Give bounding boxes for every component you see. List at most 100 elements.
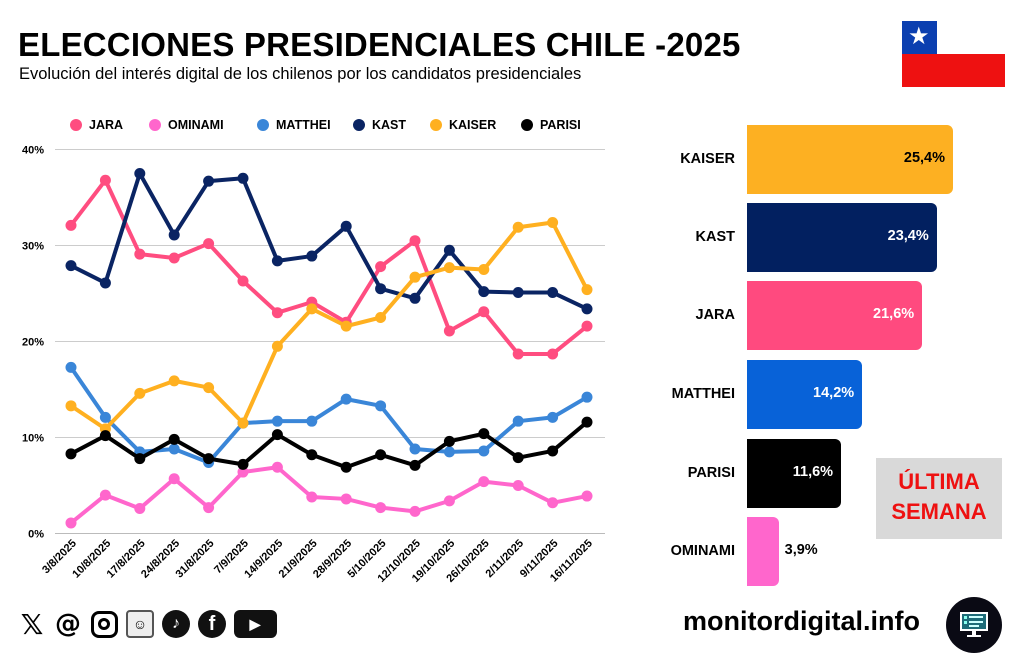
data-point-kast bbox=[203, 175, 215, 187]
reddit-icon[interactable]: ☺ bbox=[125, 609, 155, 639]
data-point-parisi bbox=[99, 430, 111, 442]
instagram-icon[interactable] bbox=[89, 609, 119, 639]
data-point-jara bbox=[168, 252, 180, 264]
data-point-parisi bbox=[65, 448, 77, 460]
data-point-kast bbox=[547, 287, 559, 299]
data-point-matthei bbox=[512, 415, 524, 427]
youtube-icon[interactable]: ▶ bbox=[233, 609, 277, 639]
tiktok-icon[interactable]: ♪ bbox=[161, 609, 191, 639]
legend-label: KAST bbox=[372, 118, 407, 132]
data-point-kast bbox=[409, 292, 421, 304]
data-point-ominami bbox=[168, 473, 180, 485]
data-point-matthei bbox=[271, 415, 283, 427]
facebook-icon[interactable]: f bbox=[197, 609, 227, 639]
data-point-kast bbox=[65, 260, 77, 272]
data-point-kast bbox=[581, 303, 593, 315]
data-point-kaiser bbox=[409, 271, 421, 283]
data-point-ominami bbox=[409, 505, 421, 517]
data-point-kaiser bbox=[340, 320, 352, 332]
bar-value-label: 21,6% bbox=[873, 306, 915, 322]
data-point-ominami bbox=[375, 502, 387, 514]
data-point-jara bbox=[581, 320, 593, 332]
data-point-kaiser bbox=[443, 262, 455, 274]
data-point-ominami bbox=[203, 502, 215, 514]
bar-jara bbox=[747, 281, 923, 350]
data-point-kast bbox=[478, 286, 490, 298]
data-point-ominami bbox=[134, 503, 146, 515]
threads-icon[interactable]: @ bbox=[55, 609, 81, 639]
data-point-ominami bbox=[99, 489, 111, 501]
data-point-parisi bbox=[547, 445, 559, 457]
y-tick-label: 40% bbox=[22, 145, 44, 157]
bar-label-jara: JARA bbox=[695, 307, 735, 323]
data-point-parisi bbox=[203, 453, 215, 465]
last-week-badge: ÚLTIMA SEMANA bbox=[876, 458, 1002, 539]
data-point-parisi bbox=[478, 428, 490, 440]
data-point-jara bbox=[547, 348, 559, 360]
data-point-parisi bbox=[443, 435, 455, 447]
legend-marker bbox=[521, 119, 533, 131]
data-point-ominami bbox=[340, 493, 352, 505]
star-icon: ★ bbox=[908, 23, 930, 50]
data-point-kast bbox=[375, 283, 387, 295]
legend-marker bbox=[149, 119, 161, 131]
data-point-jara bbox=[203, 238, 215, 250]
y-tick-label: 30% bbox=[22, 241, 44, 253]
data-point-ominami bbox=[237, 466, 249, 478]
legend-item-jara: JARA bbox=[70, 118, 123, 132]
bar-value-label: 3,9% bbox=[784, 542, 818, 558]
data-point-parisi bbox=[512, 452, 524, 464]
data-point-kast bbox=[512, 287, 524, 299]
data-point-kaiser bbox=[547, 216, 559, 228]
legend-label: MATTHEI bbox=[276, 118, 331, 132]
series-line-ominami bbox=[69, 465, 588, 525]
data-point-matthei bbox=[306, 415, 318, 427]
legend-marker bbox=[257, 119, 269, 131]
legend-label: JARA bbox=[89, 118, 124, 132]
data-point-kast bbox=[340, 220, 352, 232]
data-point-kast bbox=[99, 277, 111, 289]
data-point-matthei bbox=[168, 443, 180, 455]
x-icon[interactable]: 𝕏 bbox=[20, 607, 44, 641]
data-point-parisi bbox=[375, 449, 387, 461]
page-title: ELECCIONES PRESIDENCIALES CHILE -2025 bbox=[18, 26, 741, 63]
bar-kaiser bbox=[747, 125, 953, 194]
data-point-parisi bbox=[306, 449, 318, 461]
data-point-jara bbox=[134, 248, 146, 260]
legend-item-matthei: MATTHEI bbox=[257, 118, 331, 132]
site-name[interactable]: monitordigital.info bbox=[683, 606, 920, 636]
series-line-kaiser bbox=[69, 220, 589, 431]
data-point-kast bbox=[134, 168, 146, 179]
legend-marker bbox=[353, 119, 365, 131]
bar-value-label: 25,4% bbox=[903, 150, 945, 166]
data-point-ominami bbox=[306, 491, 318, 503]
data-point-kaiser bbox=[134, 387, 146, 399]
data-point-ominami bbox=[581, 490, 593, 502]
data-point-jara bbox=[443, 325, 455, 337]
data-point-matthei bbox=[581, 391, 593, 403]
data-point-matthei bbox=[443, 446, 455, 458]
data-point-kaiser bbox=[375, 312, 387, 323]
data-point-kaiser bbox=[306, 303, 318, 315]
series-line-matthei bbox=[69, 366, 589, 465]
bar-label-parisi: PARISI bbox=[687, 465, 735, 481]
data-point-parisi bbox=[237, 458, 249, 470]
data-point-jara bbox=[409, 235, 421, 247]
data-point-jara bbox=[99, 174, 111, 186]
bar-kast bbox=[747, 203, 937, 272]
bar-value-label: 14,2% bbox=[813, 385, 855, 401]
bar-value-label: 11,6% bbox=[792, 464, 834, 480]
bar-label-kaiser: KAISER bbox=[680, 151, 735, 167]
legend-item-parisi: PARISI bbox=[521, 118, 581, 132]
bar-label-matthei: MATTHEI bbox=[671, 386, 735, 402]
bar-label-ominami: OMINAMI bbox=[670, 543, 735, 559]
data-point-jara bbox=[375, 261, 387, 273]
data-point-matthei bbox=[478, 445, 490, 457]
data-point-parisi bbox=[340, 461, 352, 473]
legend-item-ominami: OMINAMI bbox=[149, 118, 224, 132]
data-point-ominami bbox=[271, 461, 283, 473]
legend-label: PARISI bbox=[540, 118, 581, 132]
data-point-kaiser bbox=[65, 400, 77, 412]
badge-line2: SEMANA bbox=[891, 499, 987, 524]
data-point-ominami bbox=[547, 497, 559, 509]
